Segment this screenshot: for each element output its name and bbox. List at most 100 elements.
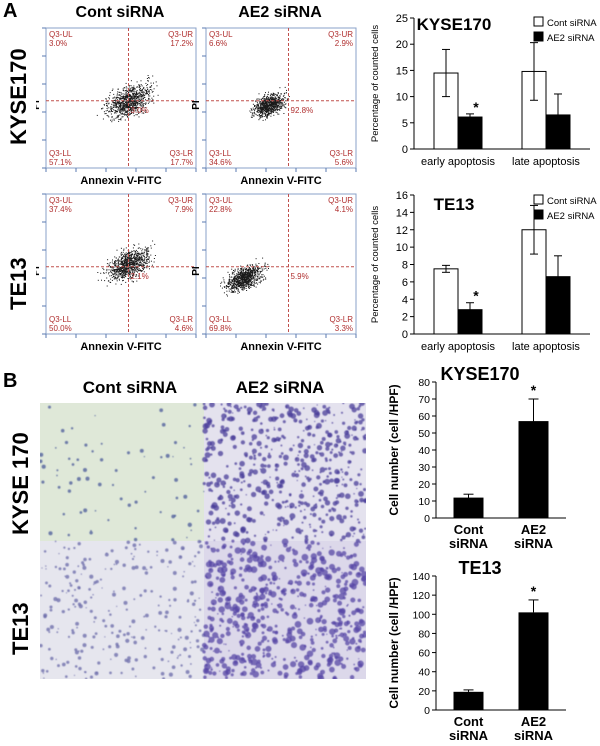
x-tick-label: AE2 [521, 714, 546, 729]
quadrant-label-ul: 6.6% [209, 39, 227, 48]
y-tick-label: 60 [418, 648, 430, 660]
micrograph-kyse170-cont [40, 403, 204, 541]
y-tick-label: 30 [418, 462, 430, 474]
quadrant-label-ur: Q3-UR [168, 196, 193, 205]
micrograph-stain-3 [201, 538, 366, 679]
flow-plots: Q3-UL3.0%Q3-UR17.2%Q3-LL57.1%Q3-LR17.7%3… [36, 27, 357, 353]
quadrant-label-lr: Q3-LR [329, 315, 353, 324]
y-tick-label: 50 [418, 428, 430, 440]
quadrant-label-ll: 50.0% [49, 324, 72, 333]
legend-label: AE2 siRNA [547, 211, 595, 222]
legend-swatch [533, 31, 544, 42]
y-tick-label: 6 [402, 277, 408, 289]
micrograph-stain-1 [202, 403, 366, 544]
quadrant-label-center: 2.1% [131, 272, 149, 281]
quadrant-label-lr: Q3-LR [169, 315, 193, 324]
y-tick-label: 40 [418, 667, 430, 679]
legend-label: Cont siRNA [547, 18, 597, 29]
flow-y-axis-label: PI [36, 266, 42, 276]
micrograph-te13-cont [40, 541, 204, 679]
y-tick-label: 0 [402, 144, 408, 156]
y-tick-label: 10 [396, 242, 408, 254]
flow-row-label-te13: TE13 [6, 257, 31, 310]
quadrant-label-ul: Q3-UL [49, 196, 73, 205]
y-tick-label: 20 [418, 479, 430, 491]
y-tick-label: 40 [418, 445, 430, 457]
quadrant-label-ur: 7.9% [175, 205, 193, 214]
flow-plot-0: Q3-UL3.0%Q3-UR17.2%Q3-LL57.1%Q3-LR17.7%3… [36, 27, 197, 187]
flow-events [97, 240, 156, 287]
quadrant-label-ur: 2.9% [335, 39, 353, 48]
flow-col-title-cont: Cont siRNA [75, 4, 165, 21]
y-tick-label: 60 [418, 411, 430, 423]
flow-x-axis-label: Annexin V-FITC [80, 341, 161, 353]
significance-marker: * [531, 382, 537, 398]
quadrant-label-ul: 3.0% [49, 39, 67, 48]
flow-x-axis-label: Annexin V-FITC [80, 175, 161, 187]
quadrant-label-center: 3.0% [131, 106, 149, 115]
invasion-row-label-te13: TE13 [8, 602, 33, 655]
bar [518, 612, 549, 710]
significance-marker: * [473, 99, 479, 115]
chart-title: TE13 [458, 558, 501, 578]
micrograph-stain-2 [40, 539, 206, 679]
y-tick-label: 14 [396, 207, 408, 219]
x-tick-label: siRNA [514, 536, 554, 551]
y-tick-label: 20 [418, 686, 430, 698]
quadrant-label-lr: Q3-LR [169, 149, 193, 158]
flow-x-axis-label: Annexin V-FITC [240, 341, 321, 353]
quadrant-label-ll: 57.1% [49, 158, 72, 167]
bar [453, 691, 484, 710]
quadrant-label-ul: Q3-UL [209, 196, 233, 205]
quadrant-label-ll: 69.8% [209, 324, 232, 333]
flow-events [249, 86, 290, 121]
flow-plot-frame [205, 193, 357, 335]
y-tick-label: 8 [402, 260, 408, 272]
bar-ae2 [457, 116, 483, 150]
x-tick-label: Cont [454, 714, 484, 729]
quadrant-label-ul: 37.4% [49, 205, 72, 214]
invasion-chart-te13: TE13 0 20 40 60 80 100 120 140 Cell number (cell … [387, 558, 566, 743]
chart-title: KYSE170 [440, 364, 519, 384]
y-tick-label: 80 [418, 377, 430, 389]
y-axis-label: Cell number (cell /HPF) [387, 577, 401, 708]
y-axis-label: Percentage of counted cells [370, 206, 381, 323]
x-tick-label: siRNA [449, 728, 489, 743]
quadrant-label-ur: Q3-UR [328, 30, 353, 39]
y-tick-label: 25 [396, 13, 408, 25]
invasion-row-label-kyse170: KYSE 170 [8, 432, 33, 535]
panel-b-label: B [3, 370, 18, 392]
quadrant-label-lr: 3.3% [335, 324, 353, 333]
quadrant-label-ul: 22.8% [209, 205, 232, 214]
flow-y-axis-label: PI [191, 100, 202, 110]
y-tick-label: 5 [402, 118, 408, 130]
apoptosis-chart-kyse170: KYSE170 0 5 10 15 20 25 Percentage of counted c… [370, 13, 597, 168]
bar-ae2 [457, 309, 483, 335]
y-tick-label: 120 [412, 590, 430, 602]
x-tick-label: Cont [454, 522, 484, 537]
y-tick-label: 10 [418, 496, 430, 508]
x-tick-label: late apoptosis [512, 341, 580, 353]
y-tick-label: 10 [396, 92, 408, 104]
quadrant-label-ll: Q3-LL [49, 149, 72, 158]
quadrant-label-ul: Q3-UL [209, 30, 233, 39]
y-tick-label: 16 [396, 190, 408, 202]
quadrant-label-center: 5.9% [291, 272, 309, 281]
chart-title: TE13 [434, 195, 475, 214]
flow-y-axis-label: PI [191, 266, 202, 276]
flow-y-axis-label: PI [36, 100, 42, 110]
x-tick-label: early apoptosis [421, 341, 495, 353]
x-tick-label: late apoptosis [512, 156, 580, 168]
chart-title: KYSE170 [417, 15, 492, 34]
y-axis-label: Cell number (cell /HPF) [387, 384, 401, 515]
flow-row-label-kyse170: KYSE170 [6, 48, 31, 145]
significance-marker: * [531, 583, 537, 599]
legend-swatch [533, 194, 544, 205]
y-tick-label: 70 [418, 394, 430, 406]
y-tick-label: 20 [396, 39, 408, 51]
y-tick-label: 0 [402, 329, 408, 341]
quadrant-label-lr: Q3-LR [329, 149, 353, 158]
quadrant-label-ur: 17.2% [170, 39, 193, 48]
